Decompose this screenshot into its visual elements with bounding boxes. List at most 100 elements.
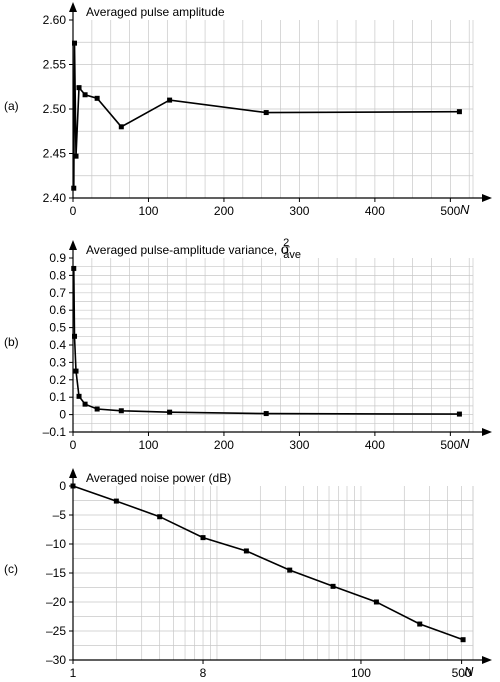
panel-label: (a) — [4, 99, 19, 113]
y-tick-label: 0.8 — [49, 268, 66, 282]
y-tick-label: 0 — [59, 479, 66, 493]
y-tick-label: –25 — [46, 624, 66, 638]
y-tick-label: 2.60 — [43, 13, 67, 27]
x-tick-label: 0 — [70, 438, 77, 452]
data-point — [73, 368, 79, 374]
x-tick-label: 0 — [70, 204, 77, 218]
y-tick-label: 2.55 — [43, 58, 67, 72]
data-point — [167, 97, 173, 103]
y-tick-label: 0.4 — [49, 338, 66, 352]
data-point — [113, 498, 119, 504]
data-point — [330, 583, 336, 589]
chart-title-superscript: 2 — [283, 237, 289, 249]
series-line — [73, 43, 460, 189]
data-point — [373, 599, 379, 605]
x-axis-arrow — [482, 194, 492, 202]
y-tick-label: 0 — [59, 408, 66, 422]
chart-title-subscript: ave — [283, 249, 301, 261]
data-point — [82, 401, 88, 407]
data-point — [72, 40, 78, 46]
x-tick-label: 400 — [365, 438, 385, 452]
data-point — [456, 109, 462, 115]
panel-label: (b) — [4, 335, 19, 349]
data-point — [456, 411, 462, 417]
grid — [73, 20, 474, 198]
chart-title: Averaged noise power (dB) — [86, 471, 231, 485]
x-tick-label: 300 — [289, 438, 309, 452]
y-tick-label: 2.45 — [43, 147, 67, 161]
chart-title-text: Averaged pulse amplitude — [86, 5, 225, 19]
data-point — [167, 409, 173, 415]
x-tick-label: 1 — [70, 666, 77, 680]
data-point — [73, 153, 79, 159]
y-axis-arrow — [69, 240, 77, 250]
grid — [73, 258, 474, 432]
data-point — [70, 483, 76, 489]
y-tick-label: 2.40 — [43, 191, 67, 205]
data-point — [118, 408, 124, 414]
y-tick-label: –10 — [46, 537, 66, 551]
y-tick-label: 0.6 — [49, 303, 66, 317]
chart-title-symbol: σ — [281, 242, 291, 258]
data-point — [76, 85, 82, 91]
data-point — [157, 514, 163, 520]
y-tick-label: –5 — [53, 508, 67, 522]
x-tick-label: 400 — [365, 204, 385, 218]
panel-label: (c) — [4, 562, 18, 576]
x-axis-arrow — [482, 428, 492, 436]
data-point — [71, 265, 77, 271]
x-tick-label: 100 — [138, 438, 158, 452]
y-axis-arrow — [69, 2, 77, 12]
series-line — [72, 485, 464, 641]
data-point — [82, 92, 88, 98]
data-point — [71, 185, 77, 191]
y-tick-label: 0.3 — [49, 355, 66, 369]
data-point — [243, 548, 249, 554]
y-tick-label: –15 — [46, 566, 66, 580]
chart-panel-3: 1 8 100 500 –30 –25 –20 –15 –10 –5 0 (c) Averaged no… — [4, 468, 492, 680]
data-point — [287, 567, 293, 573]
x-tick-label: 500 — [440, 204, 460, 218]
data-point — [417, 621, 423, 627]
data-point — [263, 411, 269, 417]
data-point — [76, 393, 82, 399]
x-axis-label: N — [460, 202, 470, 217]
data-point — [72, 333, 78, 339]
chart-title-text: Averaged noise power (dB) — [86, 471, 231, 485]
x-tick-label: 100 — [138, 204, 158, 218]
chart-title: Averaged pulse amplitude — [86, 5, 225, 19]
data-point — [118, 124, 124, 130]
y-tick-label: 0.1 — [49, 390, 66, 404]
x-tick-label: 200 — [214, 438, 234, 452]
data-point — [460, 637, 466, 643]
x-axis-arrow — [482, 656, 492, 664]
data-point — [263, 110, 269, 116]
y-tick-label: 0.5 — [49, 321, 66, 335]
y-tick-label: –20 — [46, 595, 66, 609]
y-axis-arrow — [69, 468, 77, 478]
y-tick-label: 2.50 — [43, 102, 67, 116]
x-tick-label: 200 — [214, 204, 234, 218]
y-tick-label: 0.2 — [49, 373, 66, 387]
x-tick-label: 8 — [200, 666, 207, 680]
x-axis-label: N — [460, 436, 470, 451]
data-point — [94, 95, 100, 101]
y-tick-label: 0.9 — [49, 251, 66, 265]
grid — [73, 486, 474, 660]
data-point — [200, 535, 206, 541]
chart-title-text: Averaged pulse-amplitude variance, — [86, 243, 281, 257]
chart-title: Averaged pulse-amplitude variance, σ2 ave — [86, 237, 301, 261]
x-tick-label: 300 — [289, 204, 309, 218]
chart-panel-1: 0 100 200 300 400 500 2.40 2.45 2.50 2.55 2.60 (a) A… — [4, 2, 492, 218]
series-line — [73, 268, 460, 415]
y-tick-label: –30 — [46, 653, 66, 667]
chart-panel-2: 0 100 200 300 400 500–0.100.10.20.30.40.50.60… — [4, 237, 492, 452]
y-tick-label: 0.7 — [49, 286, 66, 300]
y-tick-label: –0.1 — [43, 425, 67, 439]
x-tick-label: 500 — [440, 438, 460, 452]
x-tick-label: 100 — [351, 666, 371, 680]
data-point — [94, 406, 100, 412]
x-axis-label: N — [464, 664, 474, 679]
x-tick-label: 500 — [452, 666, 472, 680]
